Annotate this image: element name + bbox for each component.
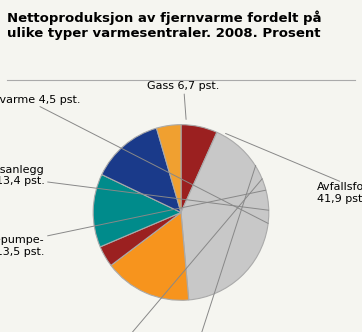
Wedge shape <box>111 212 189 300</box>
Text: Elektrokjeler 16,1 pst.: Elektrokjeler 16,1 pst. <box>137 165 260 332</box>
Wedge shape <box>181 124 217 212</box>
Text: Varmepumpe-
anlegg 13,5 pst.: Varmepumpe- anlegg 13,5 pst. <box>0 190 266 257</box>
Text: Spillvarme 4,5 pst.: Spillvarme 4,5 pst. <box>0 95 268 223</box>
Text: Flisfyringsanlegg
13,4 pst.: Flisfyringsanlegg 13,4 pst. <box>0 165 269 210</box>
Wedge shape <box>156 124 181 212</box>
Text: Oljekjeler 3,9 pst.: Oljekjeler 3,9 pst. <box>75 179 262 332</box>
Text: Nettoproduksjon av fjernvarme fordelt på ulike typer varmesentraler. 2008. Prose: Nettoproduksjon av fjernvarme fordelt på… <box>7 10 322 40</box>
Wedge shape <box>100 212 181 265</box>
Text: Avfallsforbrenning
41,9 pst.: Avfallsforbrenning 41,9 pst. <box>226 133 362 204</box>
Wedge shape <box>102 128 181 212</box>
Wedge shape <box>93 175 181 247</box>
Text: Gass 6,7 pst.: Gass 6,7 pst. <box>147 81 220 120</box>
Wedge shape <box>181 132 269 300</box>
